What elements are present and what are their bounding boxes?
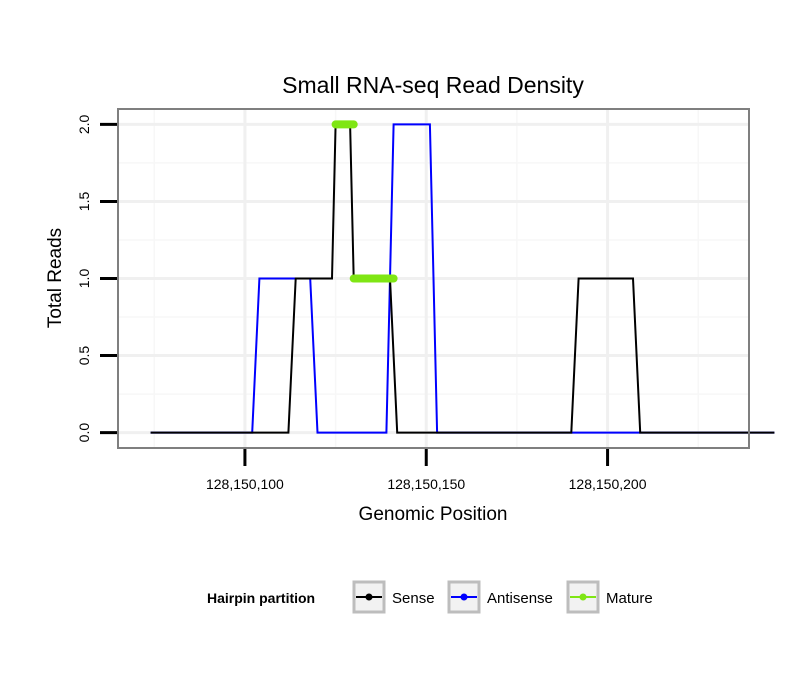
series-line-antisense [150,123,775,434]
y-tick-label: 1.5 [76,192,92,212]
chart-title: Small RNA-seq Read Density [282,72,584,98]
legend-label-sense: Sense [392,590,435,607]
legend-label-mature: Mature [606,590,653,607]
legend: Hairpin partition Sense Antisense Mature [207,580,653,614]
series-layer [150,120,775,434]
legend-item-sense: Sense [352,580,435,614]
x-tick-label: 128,150,100 [206,476,284,492]
plot-border [117,108,750,449]
legend-key-dot-antisense [460,593,468,601]
x-axis-title: Genomic Position [359,504,508,525]
legend-label-antisense: Antisense [487,590,553,607]
legend-key-dot-mature [579,593,587,601]
y-tick-label: 0.0 [76,423,92,443]
x-axis: 128,150,100 128,150,150 128,150,200 [206,449,647,492]
y-tick-label: 0.5 [76,346,92,366]
x-tick-label: 128,150,150 [387,476,465,492]
legend-item-mature: Mature [566,580,653,614]
y-tick-label: 2.0 [76,114,92,134]
legend-item-antisense: Antisense [447,580,553,614]
y-axis-title: Total Reads [45,228,66,328]
legend-key-dot-sense [365,593,373,601]
legend-title: Hairpin partition [207,590,315,606]
y-tick-label: 1.0 [76,269,92,289]
y-axis: 0.0 0.5 1.0 1.5 2.0 [76,114,117,442]
x-tick-label: 128,150,200 [569,476,647,492]
